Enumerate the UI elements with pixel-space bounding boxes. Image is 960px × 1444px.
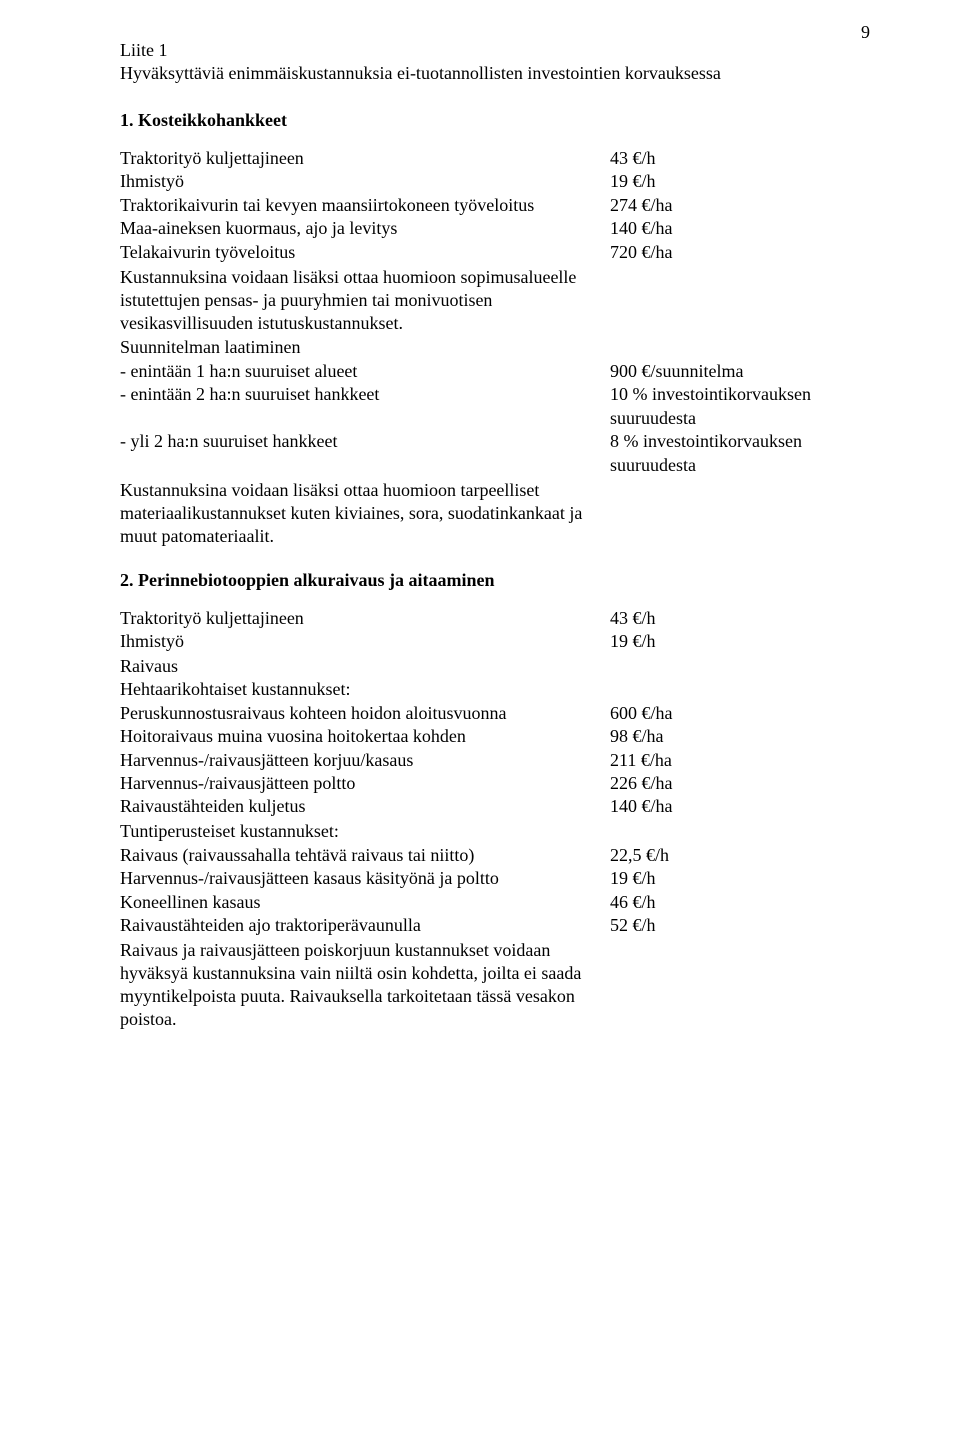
table-row: Harvennus-/raivausjätteen poltto 226 €/h… xyxy=(120,772,870,795)
table-row: Harvennus-/raivausjätteen kasaus käsityö… xyxy=(120,867,870,890)
table-row: Raivaustähteiden ajo traktoriperävaunull… xyxy=(120,914,870,937)
table-row: - enintään 1 ha:n suuruiset alueet 900 €… xyxy=(120,360,870,383)
row-value: 46 €/h xyxy=(610,891,870,914)
row-value: 274 €/ha xyxy=(610,194,870,217)
section2-note: Raivaus ja raivausjätteen poiskorjuun ku… xyxy=(120,939,610,1031)
row-label: Raivaustähteiden ajo traktoriperävaunull… xyxy=(120,914,610,937)
row-value: 8 % investointikorvauksen suuruudesta xyxy=(610,430,870,477)
table-row: Ihmistyö 19 €/h xyxy=(120,630,870,653)
section2-sub-tunti: Tuntiperusteiset kustannukset: xyxy=(120,821,870,842)
row-value: 900 €/suunnitelma xyxy=(610,360,870,383)
row-label: Ihmistyö xyxy=(120,630,610,653)
table-row: Maa-aineksen kuormaus, ajo ja levitys 14… xyxy=(120,217,870,240)
row-label: Peruskunnostusraivaus kohteen hoidon alo… xyxy=(120,702,610,725)
row-label: Raivaustähteiden kuljetus xyxy=(120,795,610,818)
row-label: Raivaus (raivaussahalla tehtävä raivaus … xyxy=(120,844,610,867)
row-label: Traktorityö kuljettajineen xyxy=(120,607,610,630)
row-label: Koneellinen kasaus xyxy=(120,891,610,914)
table-row: Raivaustähteiden kuljetus 140 €/ha xyxy=(120,795,870,818)
table-row: Traktorityö kuljettajineen 43 €/h xyxy=(120,147,870,170)
document-page: 9 Liite 1 Hyväksyttäviä enimmäiskustannu… xyxy=(0,0,960,1444)
row-label: Harvennus-/raivausjätteen poltto xyxy=(120,772,610,795)
section2-sub-raivaus: Raivaus xyxy=(120,656,870,677)
row-value: 22,5 €/h xyxy=(610,844,870,867)
table-row: Telakaivurin työveloitus 720 €/ha xyxy=(120,241,870,264)
row-label: - yli 2 ha:n suuruiset hankkeet xyxy=(120,430,610,453)
row-value: 140 €/ha xyxy=(610,795,870,818)
table-row: - yli 2 ha:n suuruiset hankkeet 8 % inve… xyxy=(120,430,870,477)
table-row: Traktorityö kuljettajineen 43 €/h xyxy=(120,607,870,630)
section1-note2: Kustannuksina voidaan lisäksi ottaa huom… xyxy=(120,479,610,548)
row-value: 140 €/ha xyxy=(610,217,870,240)
table-row: - enintään 2 ha:n suuruiset hankkeet 10 … xyxy=(120,383,870,430)
row-value: 19 €/h xyxy=(610,630,870,653)
section1-plan-subhead: Suunnitelman laatiminen xyxy=(120,337,870,358)
table-row: Peruskunnostusraivaus kohteen hoidon alo… xyxy=(120,702,870,725)
appendix-label: Liite 1 xyxy=(120,40,870,61)
row-value: 10 % investointikorvauksen suuruudesta xyxy=(610,383,870,430)
table-row: Koneellinen kasaus 46 €/h xyxy=(120,891,870,914)
row-label: Telakaivurin työveloitus xyxy=(120,241,610,264)
section1-title: 1. Kosteikkohankkeet xyxy=(120,110,870,131)
row-label: Maa-aineksen kuormaus, ajo ja levitys xyxy=(120,217,610,240)
row-label: - enintään 1 ha:n suuruiset alueet xyxy=(120,360,610,383)
row-label: Harvennus-/raivausjätteen kasaus käsityö… xyxy=(120,867,610,890)
section2-title: 2. Perinnebiotooppien alkuraivaus ja ait… xyxy=(120,570,870,591)
page-number: 9 xyxy=(861,22,870,43)
row-value: 43 €/h xyxy=(610,607,870,630)
row-value: 211 €/ha xyxy=(610,749,870,772)
row-label: Traktorityö kuljettajineen xyxy=(120,147,610,170)
row-label: Traktorikaivurin tai kevyen maansiirtoko… xyxy=(120,194,610,217)
intro-text: Hyväksyttäviä enimmäiskustannuksia ei-tu… xyxy=(120,63,870,84)
table-row: Hoitoraivaus muina vuosina hoitokertaa k… xyxy=(120,725,870,748)
row-label: Hoitoraivaus muina vuosina hoitokertaa k… xyxy=(120,725,610,748)
table-row: Raivaus (raivaussahalla tehtävä raivaus … xyxy=(120,844,870,867)
row-value: 98 €/ha xyxy=(610,725,870,748)
row-value: 19 €/h xyxy=(610,170,870,193)
row-label: - enintään 2 ha:n suuruiset hankkeet xyxy=(120,383,610,406)
row-value: 600 €/ha xyxy=(610,702,870,725)
table-row: Ihmistyö 19 €/h xyxy=(120,170,870,193)
table-row: Harvennus-/raivausjätteen korjuu/kasaus … xyxy=(120,749,870,772)
section2-sub-hehtaari: Hehtaarikohtaiset kustannukset: xyxy=(120,679,870,700)
row-label: Ihmistyö xyxy=(120,170,610,193)
row-label: Harvennus-/raivausjätteen korjuu/kasaus xyxy=(120,749,610,772)
row-value: 19 €/h xyxy=(610,867,870,890)
row-value: 43 €/h xyxy=(610,147,870,170)
row-value: 720 €/ha xyxy=(610,241,870,264)
row-value: 52 €/h xyxy=(610,914,870,937)
table-row: Traktorikaivurin tai kevyen maansiirtoko… xyxy=(120,194,870,217)
section1-note1: Kustannuksina voidaan lisäksi ottaa huom… xyxy=(120,266,610,335)
row-value: 226 €/ha xyxy=(610,772,870,795)
